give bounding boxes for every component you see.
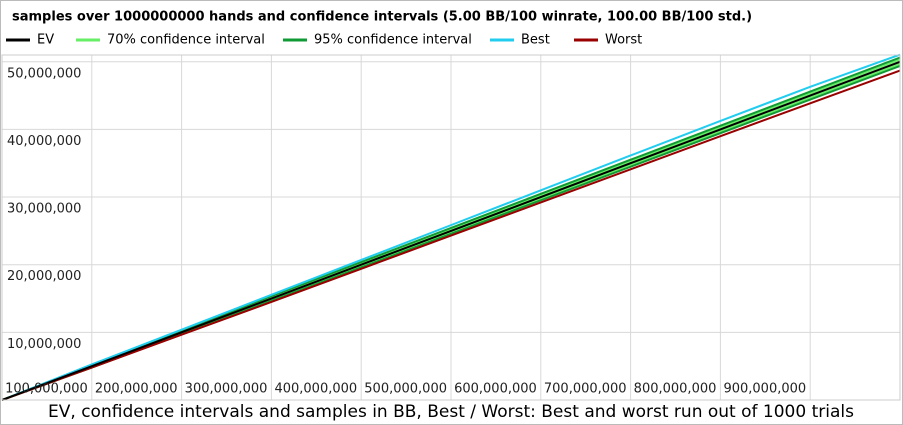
chart-title: samples over 1000000000 hands and confid… xyxy=(12,10,752,25)
y-tick-label: 50,000,000 xyxy=(7,66,81,81)
x-tick-label: 900,000,000 xyxy=(723,382,806,397)
legend-label: 70% confidence interval xyxy=(107,33,265,48)
y-tick-label: 20,000,000 xyxy=(7,269,81,284)
x-tick-label: 500,000,000 xyxy=(364,382,447,397)
legend-label: 95% confidence interval xyxy=(314,33,472,48)
legend-label: Best xyxy=(521,33,550,48)
x-tick-label: 600,000,000 xyxy=(454,382,537,397)
legend-label: EV xyxy=(37,33,54,48)
plot-border xyxy=(1,54,901,401)
y-tick-label: 10,000,000 xyxy=(7,337,81,352)
x-tick-label: 800,000,000 xyxy=(634,382,717,397)
legend-label: Worst xyxy=(605,33,642,48)
series-line xyxy=(1,69,901,401)
series-line xyxy=(1,60,901,401)
lines xyxy=(1,53,901,401)
grid xyxy=(2,55,900,400)
y-tick-label: 40,000,000 xyxy=(7,134,81,149)
x-tick-label: 300,000,000 xyxy=(185,382,268,397)
x-tick-label: 100,000,000 xyxy=(5,382,88,397)
x-tick-label: 700,000,000 xyxy=(544,382,627,397)
x-tick-label: 400,000,000 xyxy=(274,382,357,397)
y-tick-label: 30,000,000 xyxy=(7,202,81,217)
caption: EV, confidence intervals and samples in … xyxy=(48,402,854,422)
legend: EV 70% confidence interval 95% confidence … xyxy=(6,33,642,48)
series-line xyxy=(1,53,901,401)
tick-labels: 100,000,000 200,000,000 300,000,000 400,000… xyxy=(5,66,806,396)
x-tick-label: 200,000,000 xyxy=(95,382,178,397)
